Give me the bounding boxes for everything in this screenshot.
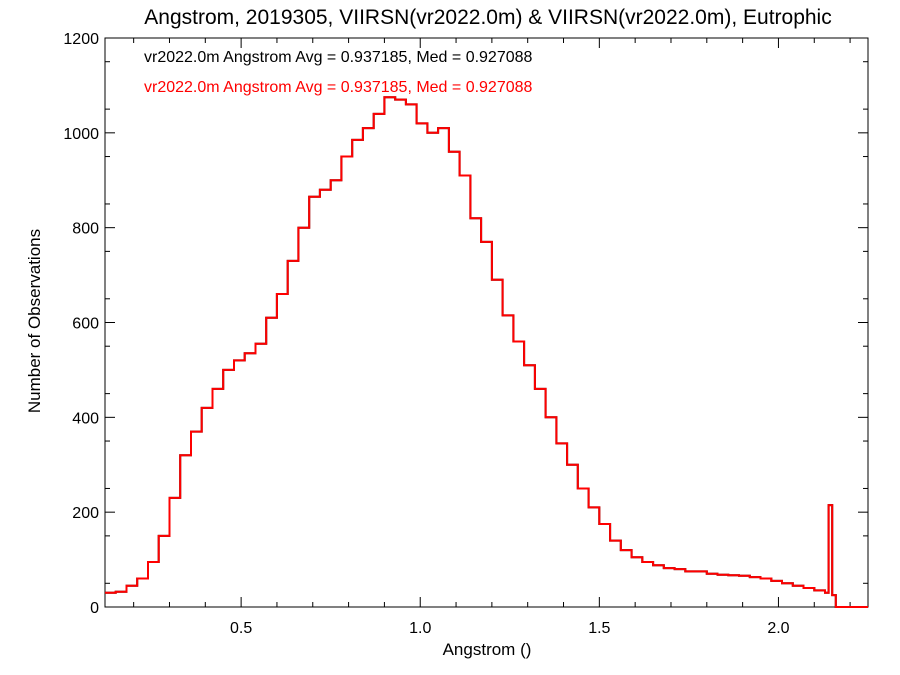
legend-entry-black: vr2022.0m Angstrom Avg = 0.937185, Med =… (144, 49, 533, 66)
y-tick-label: 0 (90, 600, 99, 617)
series-line-0 (105, 96, 868, 608)
x-axis: 0.5 1.0 1.5 2.0 (133, 38, 851, 637)
y-tick-label: 1000 (63, 126, 99, 143)
y-axis: 0 200 400 600 800 1000 1200 (63, 31, 868, 617)
chart-title: Angstrom, 2019305, VIIRSN(vr2022.0m) & V… (144, 6, 831, 29)
series-layer (105, 96, 868, 608)
y-tick-label: 200 (72, 505, 99, 522)
x-tick-label: 1.5 (588, 620, 610, 637)
legend: vr2022.0m Angstrom Avg = 0.937185, Med =… (144, 49, 533, 96)
plot-border (104, 37, 869, 608)
y-tick-label: 400 (72, 410, 99, 427)
legend-entry-red: vr2022.0m Angstrom Avg = 0.937185, Med =… (144, 79, 533, 96)
x-tick-label: 0.5 (230, 620, 252, 637)
x-tick-label: 1.0 (409, 620, 431, 637)
x-axis-label: Angstrom () (443, 640, 532, 659)
y-tick-label: 1200 (63, 31, 99, 48)
y-tick-label: 600 (72, 316, 99, 333)
series-line-1 (105, 96, 868, 608)
x-tick-label: 2.0 (767, 620, 789, 637)
plot-frame (104, 37, 869, 608)
y-axis-label: Number of Observations (25, 229, 44, 413)
y-tick-label: 800 (72, 221, 99, 238)
